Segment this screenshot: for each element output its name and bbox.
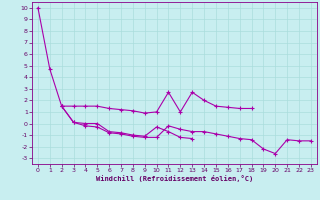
X-axis label: Windchill (Refroidissement éolien,°C): Windchill (Refroidissement éolien,°C) bbox=[96, 175, 253, 182]
